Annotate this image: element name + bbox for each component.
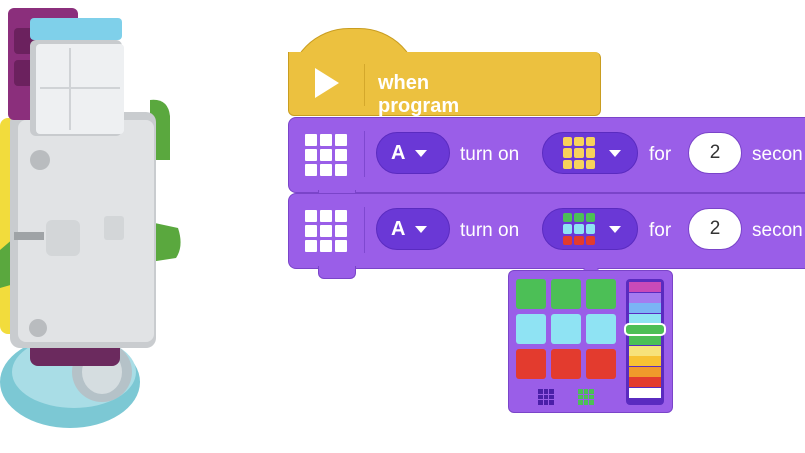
chevron-down-icon — [415, 149, 428, 157]
preview-pixel — [585, 235, 595, 245]
pixel-cell[interactable] — [551, 314, 581, 344]
preview-pixel — [574, 159, 584, 169]
mode-icon-pixel — [549, 400, 554, 405]
color-swatch[interactable] — [629, 335, 661, 345]
pixel-cell[interactable] — [586, 349, 616, 379]
turn-on-label: turn on — [460, 220, 520, 241]
preview-pixel — [574, 137, 584, 147]
preview-pixel — [563, 159, 573, 169]
matrix-image-preview — [563, 213, 595, 245]
play-icon — [315, 68, 339, 98]
selected-color-handle[interactable] — [624, 323, 666, 336]
pixel-cell[interactable] — [516, 349, 546, 379]
mode-icon-pixel — [538, 400, 543, 405]
unit-label: secon — [752, 220, 803, 241]
for-label: for — [649, 220, 672, 241]
preview-pixel — [574, 235, 584, 245]
color-swatch[interactable] — [629, 388, 661, 398]
duration-input-2[interactable]: 2 — [688, 208, 742, 250]
pixel-grid-icon[interactable] — [538, 389, 554, 405]
pixel-cell[interactable] — [551, 279, 581, 309]
color-swatch[interactable] — [629, 303, 661, 314]
mode-icon-pixel — [538, 389, 543, 394]
pixel-cell[interactable] — [551, 349, 581, 379]
chevron-down-icon — [609, 225, 621, 233]
preview-pixel — [574, 224, 584, 234]
block-divider — [364, 207, 365, 253]
block-divider — [364, 131, 365, 177]
preview-pixel — [563, 148, 573, 158]
turn-on-label: turn on — [460, 144, 520, 165]
pixel-cell[interactable] — [516, 279, 546, 309]
dropdown-pointer — [582, 262, 600, 271]
unit-label: secon — [752, 144, 803, 165]
chevron-down-icon — [415, 225, 428, 233]
preview-pixel — [585, 148, 595, 158]
image-dropdown-2[interactable] — [542, 208, 638, 250]
mode-icon-pixel — [583, 400, 589, 405]
mode-icon-pixel — [578, 389, 583, 394]
preview-pixel — [563, 137, 573, 147]
color-swatch[interactable] — [629, 377, 661, 388]
color-swatch[interactable] — [629, 345, 661, 356]
pixel-cell[interactable] — [516, 314, 546, 344]
matrix-image-preview — [563, 137, 595, 169]
color-swatch[interactable] — [629, 282, 661, 292]
preview-pixel — [585, 213, 595, 223]
mode-icon-pixel — [589, 394, 594, 400]
preview-pixel — [563, 213, 573, 223]
for-label: for — [649, 144, 672, 165]
preview-pixel — [574, 213, 584, 223]
block-connector — [318, 266, 356, 279]
pixel-cell[interactable] — [586, 314, 616, 344]
color-swatch[interactable] — [629, 356, 661, 367]
preview-pixel — [585, 224, 595, 234]
mode-icon-pixel — [578, 400, 583, 405]
light-matrix-icon — [305, 210, 347, 252]
mode-icon-pixel — [543, 400, 549, 405]
duration-input-1[interactable]: 2 — [688, 132, 742, 174]
preview-pixel — [574, 148, 584, 158]
color-swatch[interactable] — [629, 313, 661, 324]
color-grid-icon[interactable] — [578, 389, 594, 405]
light-matrix-icon — [305, 134, 347, 176]
pixel-cell[interactable] — [586, 279, 616, 309]
color-swatch[interactable] — [629, 366, 661, 377]
mode-icon-pixel — [543, 394, 549, 400]
mode-icon-pixel — [543, 389, 549, 394]
robot-illustration — [0, 8, 181, 428]
mode-icon-pixel — [549, 389, 554, 394]
chevron-down-icon — [609, 149, 621, 157]
color-palette[interactable] — [626, 279, 664, 405]
hat-block-body — [288, 52, 601, 116]
preview-pixel — [563, 224, 573, 234]
mode-icon-pixel — [578, 394, 583, 400]
mode-icon-pixel — [583, 394, 589, 400]
preview-pixel — [585, 159, 595, 169]
preview-pixel — [563, 235, 573, 245]
mode-icon-pixel — [583, 389, 589, 394]
port-value: A — [391, 141, 406, 164]
mode-icon-pixel — [589, 389, 594, 394]
mode-icon-pixel — [589, 400, 594, 405]
mode-icon-pixel — [549, 394, 554, 400]
port-value: A — [391, 217, 406, 240]
preview-pixel — [585, 137, 595, 147]
port-dropdown-1[interactable]: A — [376, 132, 450, 174]
port-dropdown-2[interactable]: A — [376, 208, 450, 250]
mode-icon-pixel — [538, 394, 543, 400]
color-swatch[interactable] — [629, 292, 661, 303]
hat-block-divider — [364, 64, 365, 106]
image-dropdown-1[interactable] — [542, 132, 638, 174]
